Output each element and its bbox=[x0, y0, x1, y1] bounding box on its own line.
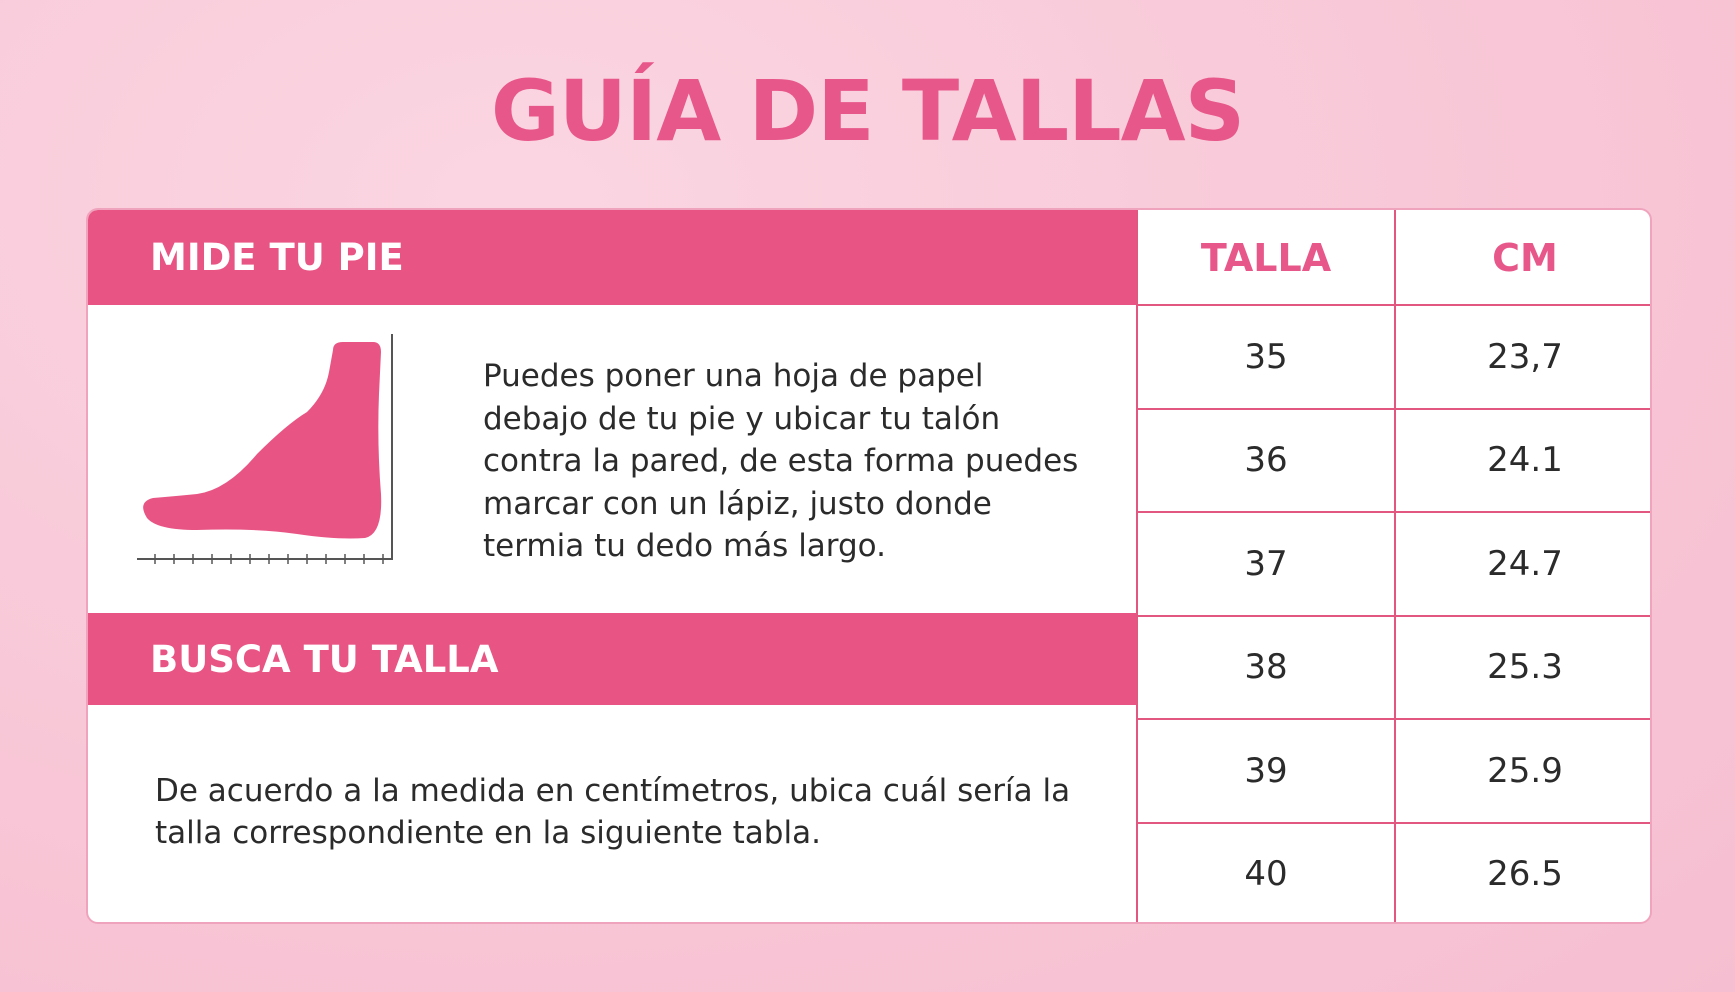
cm-cell: 24.7 bbox=[1394, 512, 1650, 616]
measure-instructions: Puedes poner una hoja de papel debajo de… bbox=[483, 358, 1079, 564]
size-guide-card: MIDE TU PIE Puedes poner una hoja de pap… bbox=[86, 208, 1652, 924]
divider bbox=[1136, 718, 1650, 720]
divider bbox=[1136, 304, 1650, 306]
divider bbox=[1136, 614, 1650, 617]
talla-cell: 37 bbox=[1136, 512, 1394, 616]
cm-cell: 26.5 bbox=[1394, 822, 1650, 922]
foot-measure-icon bbox=[137, 334, 393, 564]
talla-cell: 35 bbox=[1136, 305, 1394, 409]
talla-cell: 36 bbox=[1136, 408, 1394, 512]
section-heading-measure: MIDE TU PIE bbox=[88, 210, 1136, 305]
cm-cell: 23,7 bbox=[1394, 305, 1650, 409]
column-header-talla: TALLA bbox=[1136, 210, 1394, 305]
column-header-cm: CM bbox=[1394, 210, 1650, 305]
divider bbox=[1136, 407, 1650, 410]
find-size-instructions: De acuerdo a la medida en centímetros, u… bbox=[155, 773, 1071, 851]
talla-cell: 39 bbox=[1136, 719, 1394, 823]
cm-cell: 25.3 bbox=[1394, 615, 1650, 719]
cm-cell: 24.1 bbox=[1394, 408, 1650, 512]
page-title: GUÍA DE TALLAS bbox=[490, 62, 1245, 160]
section-heading-find-size: BUSCA TU TALLA bbox=[88, 613, 1136, 705]
divider bbox=[1136, 821, 1650, 824]
divider bbox=[1136, 511, 1650, 513]
size-table: TALLA CM 35 23,7 36 24.1 37 24.7 38 25.3 39 25.9 4… bbox=[1136, 210, 1650, 922]
talla-cell: 38 bbox=[1136, 615, 1394, 719]
talla-cell: 40 bbox=[1136, 822, 1394, 922]
cm-cell: 25.9 bbox=[1394, 719, 1650, 823]
